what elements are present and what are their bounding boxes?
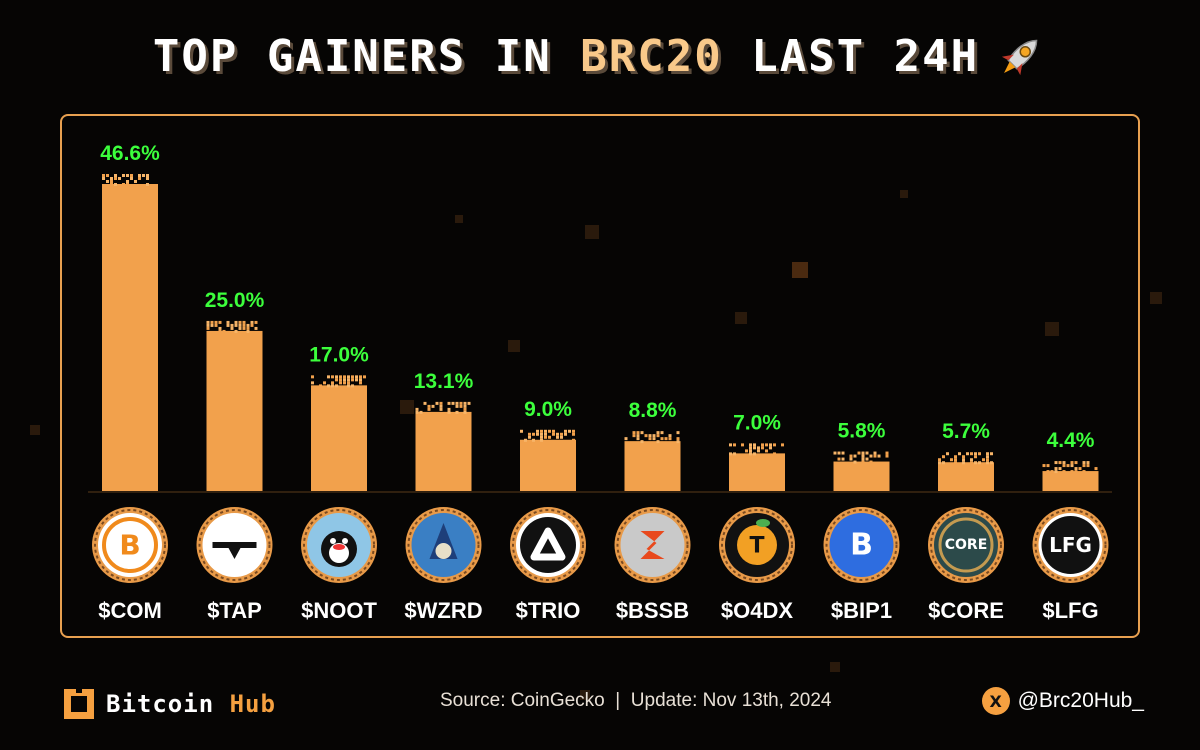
bar-pixel-top: [833, 451, 889, 464]
bar-group: 5.8% B $BIP1: [823, 420, 900, 623]
bar: [1042, 471, 1099, 491]
bar-pixel-top: [415, 401, 471, 414]
brand-hub: Hub: [229, 690, 276, 718]
bg-square: [30, 425, 40, 435]
tap-logo-icon: [196, 507, 273, 583]
category-label: $BIP1: [831, 598, 892, 623]
bar-group: 17.0% $NOOT: [301, 343, 377, 623]
bg-square: [585, 225, 599, 239]
bssb-logo-icon: [614, 507, 691, 583]
category-label: $TAP: [207, 598, 262, 623]
category-label: $COM: [98, 598, 162, 623]
bar-group: 25.0% $TAP: [196, 289, 273, 623]
category-label: $LFG: [1042, 598, 1098, 623]
social-handle[interactable]: X @Brc20Hub_: [981, 683, 1144, 719]
bg-square: [400, 400, 414, 414]
brand-name: Bitcoin Hub: [106, 690, 276, 718]
x-logo-icon: X: [981, 687, 1010, 715]
bar-chart: 46.6% B $COM 25.0% $TAP 17.0% $NOOT 13.1% $WZRD 9…: [88, 142, 1112, 623]
data-label: 25.0%: [205, 289, 265, 312]
com-logo-icon: B: [92, 507, 168, 583]
data-label: 17.0%: [309, 343, 369, 366]
bg-square: [580, 690, 590, 700]
bar: [206, 330, 263, 491]
category-label: $WZRD: [404, 598, 482, 623]
bar-pixel-top: [102, 174, 149, 186]
bar: [624, 441, 681, 491]
bg-square: [735, 312, 747, 324]
page-title: TOP GAINERS IN BRC20 LAST 24H: [0, 30, 1200, 82]
bar-group: 13.1% $WZRD: [404, 370, 482, 623]
o4dx-orange-icon: T: [719, 507, 795, 583]
bar-group: 46.6% B $COM: [92, 142, 168, 623]
bar-pixel-top: [206, 320, 258, 333]
category-label: $TRIO: [516, 598, 581, 623]
bar-pixel-top: [938, 452, 993, 465]
bg-square: [508, 340, 520, 352]
wzrd-wizard-icon: [405, 507, 482, 583]
bg-square: [1150, 292, 1162, 304]
noot-penguin-icon: [301, 507, 377, 583]
bg-square: [900, 190, 908, 198]
bitcoin-hub-logo-icon: [64, 687, 94, 719]
chart-frame: [60, 114, 1140, 638]
title-part2: LAST 24H: [751, 30, 980, 82]
lfg-logo-icon: LFG: [1032, 507, 1109, 583]
bar-pixel-top: [624, 431, 680, 444]
bar: [102, 184, 158, 491]
bip1-bitcoin-icon: B: [823, 507, 900, 583]
bar-group: 8.8% $BSSB: [614, 399, 691, 623]
bar: [415, 411, 472, 491]
trio-logo-icon: [510, 507, 586, 583]
rocket-icon: [1002, 39, 1038, 76]
title-accent: BRC20: [580, 30, 723, 82]
brand-logo: Bitcoin Hub: [62, 686, 276, 722]
bg-square: [792, 262, 808, 278]
handle-text: @Brc20Hub_: [1017, 689, 1144, 712]
data-label: 46.6%: [100, 142, 160, 165]
bar-pixel-top: [729, 443, 784, 456]
svg-text:LFG: LFG: [1049, 533, 1092, 557]
bar: [729, 453, 785, 491]
category-label: $O4DX: [721, 598, 793, 623]
bg-square: [830, 662, 840, 672]
bg-square: [455, 215, 463, 223]
svg-text:B: B: [119, 529, 140, 562]
bg-square: [1045, 322, 1059, 336]
category-label: $BSSB: [616, 598, 689, 623]
brand-bitcoin: Bitcoin: [106, 690, 215, 718]
bar-group: 7.0% T $O4DX: [719, 411, 795, 623]
bar-group: 5.7% CORE $CORE: [928, 420, 1004, 623]
bar: [833, 461, 890, 491]
bar: [520, 439, 576, 491]
data-label: 5.8%: [838, 420, 886, 443]
data-label: 4.4%: [1047, 429, 1095, 452]
bar-pixel-top: [1042, 461, 1098, 474]
data-label: 5.7%: [942, 420, 990, 443]
category-label: $NOOT: [301, 598, 377, 623]
svg-text:CORE: CORE: [945, 537, 988, 553]
bar: [311, 385, 367, 491]
bar-group: 4.4% LFG $LFG: [1032, 429, 1109, 623]
core-logo-icon: CORE: [928, 507, 1004, 583]
bar-pixel-top: [311, 375, 366, 388]
data-label: 13.1%: [414, 370, 474, 393]
bar-pixel-top: [520, 429, 575, 442]
data-label: 9.0%: [524, 398, 572, 421]
svg-text:B: B: [850, 528, 873, 563]
svg-text:T: T: [749, 534, 764, 559]
source-note: Source: CoinGecko | Update: Nov 13th, 20…: [440, 690, 832, 711]
data-label: 7.0%: [733, 411, 781, 434]
bar: [938, 462, 994, 491]
category-label: $CORE: [928, 598, 1004, 623]
title-part1: TOP GAINERS IN: [152, 30, 552, 82]
bar-group: 9.0% $TRIO: [510, 398, 586, 623]
data-label: 8.8%: [629, 399, 677, 422]
